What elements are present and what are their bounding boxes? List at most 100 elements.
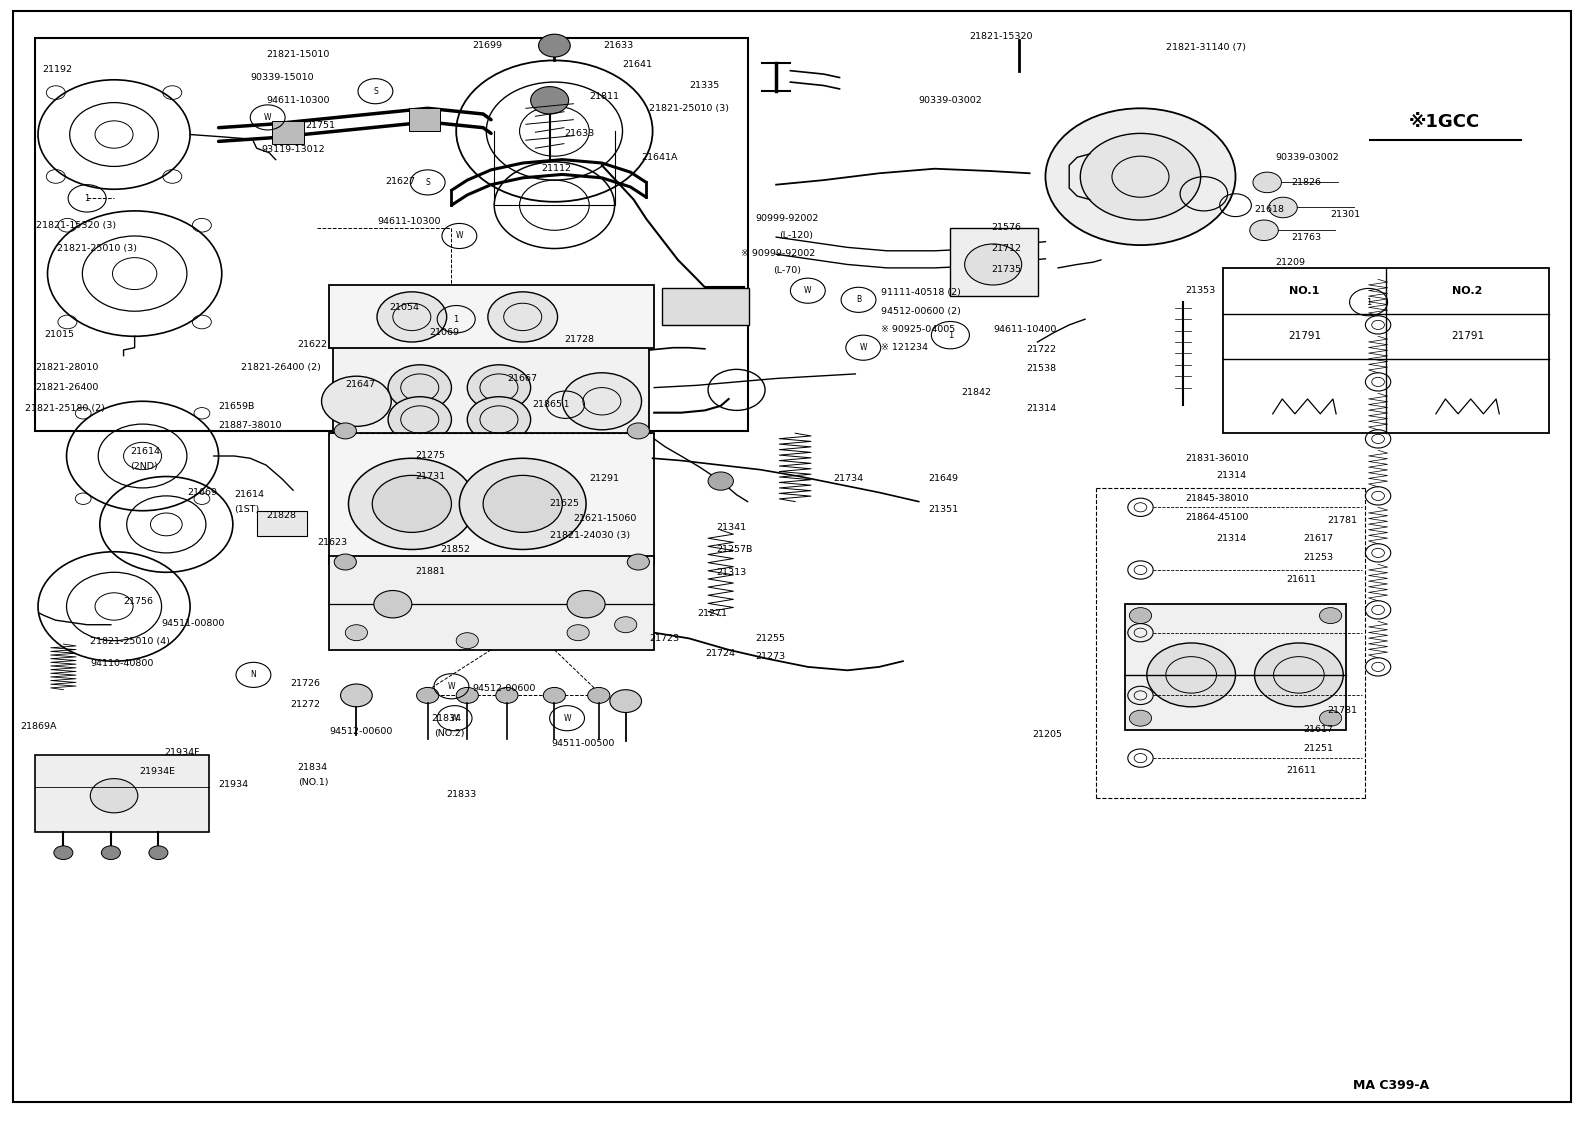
Text: 21834: 21834 — [298, 763, 328, 772]
Bar — [1125, 604, 1346, 730]
Text: 21821-25180 (2): 21821-25180 (2) — [25, 404, 105, 413]
Text: 21255: 21255 — [756, 634, 786, 643]
Text: 21623: 21623 — [317, 538, 347, 547]
Text: 90339-15010: 90339-15010 — [250, 73, 314, 82]
Circle shape — [562, 373, 642, 430]
Text: 21647: 21647 — [345, 380, 375, 389]
Text: 21576: 21576 — [992, 223, 1022, 233]
Circle shape — [567, 591, 605, 618]
Text: 21617: 21617 — [1304, 534, 1334, 543]
Text: 21335: 21335 — [689, 81, 719, 90]
Text: 21659B: 21659B — [219, 402, 255, 412]
Text: 21618: 21618 — [1255, 205, 1285, 214]
Circle shape — [531, 87, 569, 114]
Text: 21611: 21611 — [1286, 766, 1316, 775]
Text: 21649: 21649 — [928, 474, 958, 483]
Circle shape — [483, 475, 562, 532]
Text: (NO.2): (NO.2) — [434, 728, 464, 738]
Text: 21667: 21667 — [507, 374, 537, 383]
Circle shape — [322, 376, 391, 426]
Bar — [257, 511, 307, 536]
Circle shape — [567, 625, 589, 641]
Text: 21314: 21314 — [1217, 534, 1247, 543]
Text: 21614: 21614 — [234, 490, 265, 499]
Text: ※ 90999-92002: ※ 90999-92002 — [741, 249, 816, 258]
Circle shape — [374, 591, 412, 618]
Text: (2ND): (2ND) — [130, 462, 158, 471]
Circle shape — [1269, 197, 1297, 218]
Text: W: W — [805, 286, 811, 295]
Text: 21722: 21722 — [1026, 345, 1057, 355]
Text: 1: 1 — [84, 194, 90, 203]
Text: 21614: 21614 — [130, 447, 160, 456]
Text: (L-120): (L-120) — [779, 231, 813, 241]
Bar — [333, 345, 649, 439]
Text: ※1GCC: ※1GCC — [1410, 113, 1479, 131]
Text: S: S — [374, 87, 377, 96]
Text: 21834: 21834 — [431, 714, 461, 723]
Bar — [35, 755, 209, 832]
Text: 21712: 21712 — [992, 244, 1022, 253]
Text: (1ST): (1ST) — [234, 505, 260, 514]
Text: 21641A: 21641A — [642, 153, 678, 162]
Circle shape — [456, 633, 478, 649]
Text: 21821-26400: 21821-26400 — [35, 383, 98, 392]
Text: 21821-15320: 21821-15320 — [969, 32, 1033, 41]
Bar — [35, 38, 748, 431]
Text: 21791: 21791 — [1288, 332, 1321, 341]
Circle shape — [1129, 608, 1152, 624]
Circle shape — [417, 687, 439, 703]
Circle shape — [456, 687, 478, 703]
Text: 21273: 21273 — [756, 652, 786, 661]
Text: 21314: 21314 — [1217, 471, 1247, 480]
Text: 90999-92002: 90999-92002 — [756, 214, 819, 223]
Text: 1: 1 — [947, 331, 954, 340]
Circle shape — [341, 684, 372, 707]
Text: 21934E: 21934E — [139, 767, 176, 776]
Text: 21821-28010: 21821-28010 — [35, 363, 98, 372]
Text: 21821-25010 (3): 21821-25010 (3) — [57, 244, 138, 253]
Text: 1: 1 — [562, 400, 569, 409]
Text: 21726: 21726 — [290, 679, 320, 689]
Circle shape — [467, 397, 531, 442]
Text: W: W — [448, 682, 455, 691]
Text: 21821-25010 (3): 21821-25010 (3) — [649, 104, 730, 113]
Circle shape — [459, 458, 586, 549]
Text: 21313: 21313 — [716, 568, 746, 577]
Text: 21734: 21734 — [833, 474, 863, 483]
Text: 21723: 21723 — [649, 634, 680, 643]
Text: 21821-31140 (7): 21821-31140 (7) — [1166, 43, 1247, 52]
Text: W: W — [265, 113, 271, 122]
Bar — [329, 556, 654, 650]
Circle shape — [539, 34, 570, 57]
Text: 21934F: 21934F — [165, 748, 200, 757]
Text: 21209: 21209 — [1275, 258, 1305, 267]
Text: 21272: 21272 — [290, 700, 320, 709]
Text: 21781: 21781 — [1327, 516, 1357, 526]
Text: 21811: 21811 — [589, 92, 619, 101]
Text: 94512-00600 (2): 94512-00600 (2) — [881, 307, 960, 316]
Bar — [950, 228, 1038, 296]
Text: 21735: 21735 — [992, 264, 1022, 274]
Text: B: B — [855, 295, 862, 304]
Text: 90339-03002: 90339-03002 — [919, 96, 982, 105]
Text: 90339-03002: 90339-03002 — [1275, 153, 1338, 162]
Text: 21669: 21669 — [187, 488, 217, 497]
Text: 21864-45100: 21864-45100 — [1185, 513, 1248, 522]
Text: 21253: 21253 — [1304, 553, 1334, 562]
Circle shape — [334, 554, 356, 570]
Text: MA C399-A: MA C399-A — [1353, 1078, 1429, 1092]
Text: 21353: 21353 — [1185, 286, 1215, 295]
Text: 21054: 21054 — [390, 303, 420, 312]
Text: ※ 90925-04005: ※ 90925-04005 — [881, 325, 955, 334]
Text: 21251: 21251 — [1304, 744, 1334, 754]
Text: 21821-15320 (3): 21821-15320 (3) — [36, 221, 117, 230]
Text: 21641: 21641 — [623, 60, 653, 70]
Bar — [409, 108, 440, 131]
Circle shape — [1129, 710, 1152, 726]
Text: 94511-00500: 94511-00500 — [551, 739, 615, 748]
Bar — [662, 288, 749, 325]
Text: 21887-38010: 21887-38010 — [219, 421, 282, 430]
Text: 21069: 21069 — [429, 328, 459, 337]
Circle shape — [627, 554, 649, 570]
